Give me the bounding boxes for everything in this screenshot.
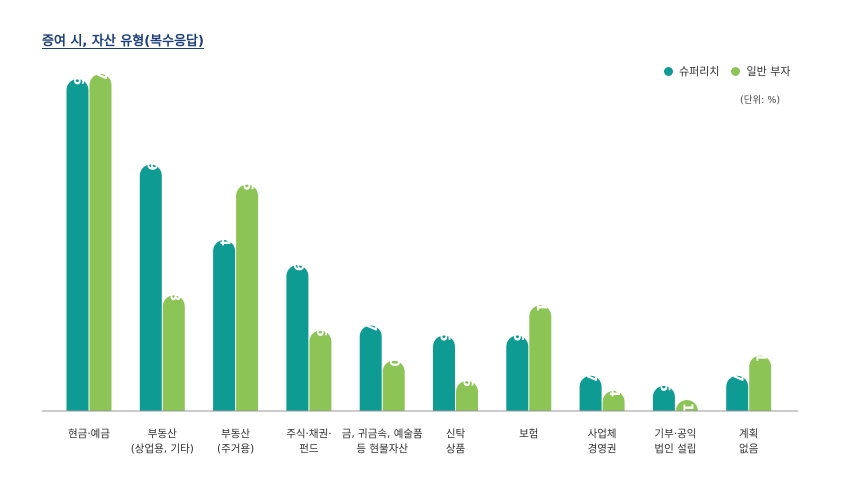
bar-general-7 — [602, 390, 625, 411]
bar-general-9 — [749, 355, 772, 411]
category-label-9: 계획 없음 — [739, 428, 759, 455]
bar-superrich-7 — [579, 375, 602, 411]
category-label-0: 현금·예금 — [68, 427, 110, 440]
value-label-superrich-7: 7 — [583, 373, 598, 382]
bar-general-2 — [236, 184, 259, 411]
legend-item-superrich: 슈퍼리치 — [664, 63, 719, 79]
legend: 슈퍼리치 일반 부자 — [664, 63, 802, 79]
value-label-general-7: 4 — [606, 388, 621, 397]
value-label-superrich-5: 15 — [437, 323, 452, 341]
category-label-1: 부동산 (상업용, 기타) — [131, 428, 194, 455]
value-label-general-2: 45 — [240, 173, 255, 191]
value-label-superrich-3: 29 — [290, 253, 305, 271]
bar-general-0 — [89, 74, 112, 411]
value-label-general-4: 10 — [386, 349, 401, 367]
bar-superrich-8 — [652, 385, 675, 411]
legend-swatch-general — [731, 66, 741, 76]
value-label-general-3: 16 — [313, 318, 328, 336]
value-label-general-6: 21 — [533, 293, 548, 311]
category-label-5: 신탁 상품 — [446, 428, 466, 455]
bar-general-3 — [309, 330, 332, 411]
value-label-superrich-0: 66 — [70, 67, 85, 85]
value-label-superrich-6: 15 — [510, 323, 525, 341]
value-label-superrich-2: 34 — [217, 228, 232, 246]
bar-general-6 — [529, 305, 552, 411]
value-label-superrich-1: 49 — [143, 152, 158, 170]
bar-general-1 — [162, 295, 185, 411]
bar-superrich-5 — [433, 335, 455, 411]
legend-item-general: 일반 부자 — [731, 63, 790, 79]
value-label-superrich-8: 5 — [656, 383, 671, 392]
legend-swatch-superrich — [664, 66, 673, 76]
legend-label-superrich: 슈퍼리치 — [679, 65, 720, 78]
bar-general-5 — [456, 380, 478, 411]
value-label-general-9: 11 — [753, 344, 768, 362]
bar-superrich-3 — [286, 265, 309, 411]
bar-superrich-9 — [726, 375, 749, 411]
category-label-4: 금, 귀금속, 예술품 등 현물자산 — [342, 427, 423, 455]
value-label-general-1: 23 — [166, 283, 181, 301]
value-label-superrich-9: 7 — [730, 373, 745, 382]
value-label-general-0: 67 — [93, 62, 108, 80]
value-label-general-5: 6 — [460, 378, 475, 387]
bar-superrich-0 — [66, 79, 89, 412]
bar-general-4 — [382, 360, 405, 411]
value-label-superrich-4: 17 — [363, 313, 378, 331]
bar-general-8 — [675, 400, 698, 411]
bar-superrich-1 — [139, 164, 162, 411]
bar-superrich-4 — [359, 325, 382, 411]
category-label-3: 주식·채권· 펀드 — [286, 428, 331, 455]
bar-superrich-2 — [213, 239, 236, 411]
unit-label: (단위: %) — [740, 95, 781, 106]
category-label-6: 보험 — [519, 428, 538, 440]
legend-label-general: 일반 부자 — [746, 65, 791, 78]
category-label-2: 부동산 (주거용) — [217, 428, 254, 455]
category-label-8: 기부·공익 법인 설립 — [654, 428, 696, 455]
bar-superrich-6 — [506, 335, 529, 411]
value-label-general-8: 1 — [679, 403, 694, 412]
category-label-7: 사업체 경영권 — [588, 427, 617, 455]
chart-title: 증여 시, 자산 유형(복수응답) — [42, 34, 204, 49]
